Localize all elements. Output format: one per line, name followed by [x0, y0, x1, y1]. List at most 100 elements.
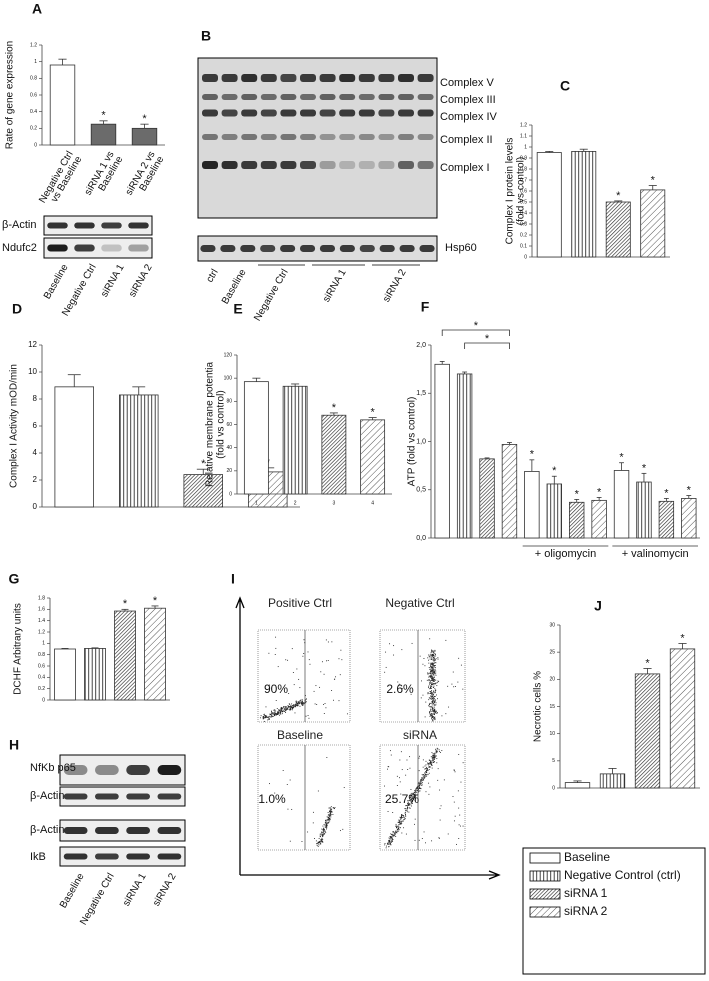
event-dot — [272, 716, 273, 718]
event-dot — [430, 671, 432, 673]
panel-letter: G — [9, 571, 20, 587]
event-dot — [409, 807, 411, 809]
event-dot — [431, 667, 433, 669]
event-dot — [433, 668, 435, 670]
event-dot — [324, 824, 326, 826]
event-dot — [406, 804, 408, 806]
comparison-label: * — [485, 333, 490, 345]
event-dot — [403, 816, 405, 818]
event-dot — [303, 653, 305, 654]
event-dot — [330, 814, 332, 816]
event-dot — [328, 817, 330, 819]
event-dot — [417, 789, 419, 791]
event-dot — [434, 665, 436, 667]
event-dot — [424, 775, 426, 777]
event-dot — [407, 769, 409, 770]
y-tick-label: 0 — [524, 254, 527, 260]
event-dot — [285, 659, 287, 661]
event-dot — [393, 835, 395, 836]
comparison-label: * — [474, 320, 479, 332]
y-tick-label: 0.8 — [520, 166, 527, 172]
significance-marker: * — [201, 458, 206, 470]
event-dot — [428, 793, 430, 795]
event-dot — [431, 657, 433, 659]
event-dot — [399, 822, 401, 824]
event-dot — [407, 806, 408, 808]
event-dot — [390, 841, 392, 842]
event-dot — [421, 779, 423, 781]
event-dot — [281, 710, 283, 712]
event-dot — [326, 828, 327, 830]
bar — [501, 443, 518, 539]
event-dot — [458, 838, 460, 839]
event-dot — [408, 803, 410, 805]
event-dot — [289, 708, 291, 710]
blot-band — [319, 109, 336, 117]
event-dot — [447, 833, 449, 835]
event-dot — [280, 708, 282, 710]
event-dot — [323, 827, 325, 829]
event-dot — [274, 711, 276, 713]
event-dot — [328, 818, 330, 820]
blot-band — [280, 94, 297, 100]
event-dot — [413, 795, 415, 797]
event-dot — [430, 713, 432, 715]
blot-band — [95, 765, 119, 775]
event-dot — [433, 762, 434, 764]
event-dot — [421, 784, 423, 786]
event-dot — [429, 704, 430, 706]
blot-band — [126, 765, 150, 775]
event-dot — [428, 662, 430, 664]
event-dot — [457, 681, 459, 683]
event-dot — [414, 793, 416, 795]
event-dot — [433, 657, 435, 659]
event-dot — [325, 826, 327, 828]
y-tick-label: 4 — [33, 448, 38, 457]
event-dot — [453, 769, 455, 771]
event-dot — [276, 713, 278, 714]
event-dot — [385, 845, 387, 847]
event-dot — [430, 683, 432, 685]
event-dot — [413, 797, 415, 799]
event-dot — [277, 666, 279, 668]
event-dot — [393, 654, 395, 656]
event-dot — [401, 649, 403, 651]
event-dot — [322, 835, 323, 837]
event-dot — [283, 708, 285, 710]
event-dot — [274, 713, 276, 715]
event-dot — [432, 672, 434, 674]
event-dot — [269, 715, 271, 717]
event-dot — [432, 671, 434, 673]
event-dot — [326, 823, 328, 824]
dot-plot-frame — [379, 629, 466, 723]
event-dot — [417, 788, 418, 789]
event-dot — [298, 702, 300, 704]
blot-band — [300, 134, 316, 140]
blot-band — [398, 94, 414, 100]
event-dot — [410, 803, 412, 805]
event-dot — [293, 684, 295, 686]
event-dot — [319, 842, 321, 844]
blot-band — [128, 222, 149, 229]
event-dot — [408, 800, 410, 802]
event-dot — [400, 822, 402, 824]
event-dot — [431, 686, 433, 688]
event-dot — [452, 796, 454, 798]
event-dot — [428, 683, 430, 685]
event-dot — [414, 795, 416, 797]
event-dot — [409, 804, 411, 806]
event-dot — [277, 713, 279, 715]
event-dot — [398, 829, 400, 831]
event-dot — [302, 702, 304, 704]
event-dot — [431, 675, 433, 677]
blot-band — [63, 765, 88, 775]
row-label: β-Actin — [30, 824, 64, 836]
event-dot — [429, 716, 431, 717]
event-dot — [432, 683, 434, 685]
blot-band — [241, 134, 258, 140]
blot-band — [358, 109, 375, 117]
event-dot — [431, 715, 433, 717]
event-dot — [321, 828, 323, 830]
blot-band — [280, 134, 297, 140]
blot-band — [221, 161, 238, 169]
